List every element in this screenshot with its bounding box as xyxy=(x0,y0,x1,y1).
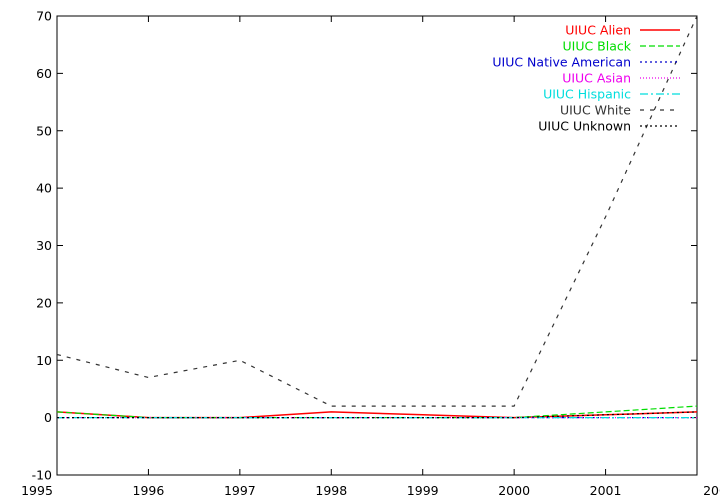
x-tick-label: 1999 xyxy=(407,483,439,498)
legend-label: UIUC Unknown xyxy=(538,119,631,134)
legend-label: UIUC Alien xyxy=(565,23,631,38)
y-tick-label: 70 xyxy=(36,9,52,24)
x-tick-label: 1995 xyxy=(21,483,53,498)
y-tick-label: 30 xyxy=(36,238,52,253)
x-tick-label: 1996 xyxy=(133,483,165,498)
y-tick-label: 20 xyxy=(36,295,52,310)
legend-label: UIUC Asian xyxy=(562,71,631,86)
y-tick-label: -10 xyxy=(32,468,52,483)
x-tick-label: 1998 xyxy=(315,483,347,498)
x-tick-label: 1997 xyxy=(224,483,256,498)
legend-label: UIUC Native American xyxy=(492,55,631,70)
legend-label: UIUC White xyxy=(560,103,631,118)
series-line-uiuc-unknown xyxy=(57,411,698,419)
x-axis: 1995 1996 1997 1998 1999 2000 2001 2002 xyxy=(21,16,720,498)
x-tick-label: 2002 xyxy=(703,483,720,498)
y-tick-label: 50 xyxy=(36,123,52,138)
y-tick-label: 60 xyxy=(36,66,52,81)
series-lines xyxy=(56,15,698,419)
y-tick-label: 0 xyxy=(44,410,52,425)
y-axis: -10 0 10 20 30 40 50 60 70 xyxy=(32,9,697,483)
series-line-uiuc-black xyxy=(56,405,698,419)
x-tick-label: 2000 xyxy=(498,483,530,498)
legend-label: UIUC Hispanic xyxy=(543,87,631,102)
legend-label: UIUC Black xyxy=(562,39,631,54)
y-tick-label: 10 xyxy=(36,353,52,368)
x-tick-label: 2001 xyxy=(590,483,622,498)
y-tick-label: 40 xyxy=(36,181,52,196)
